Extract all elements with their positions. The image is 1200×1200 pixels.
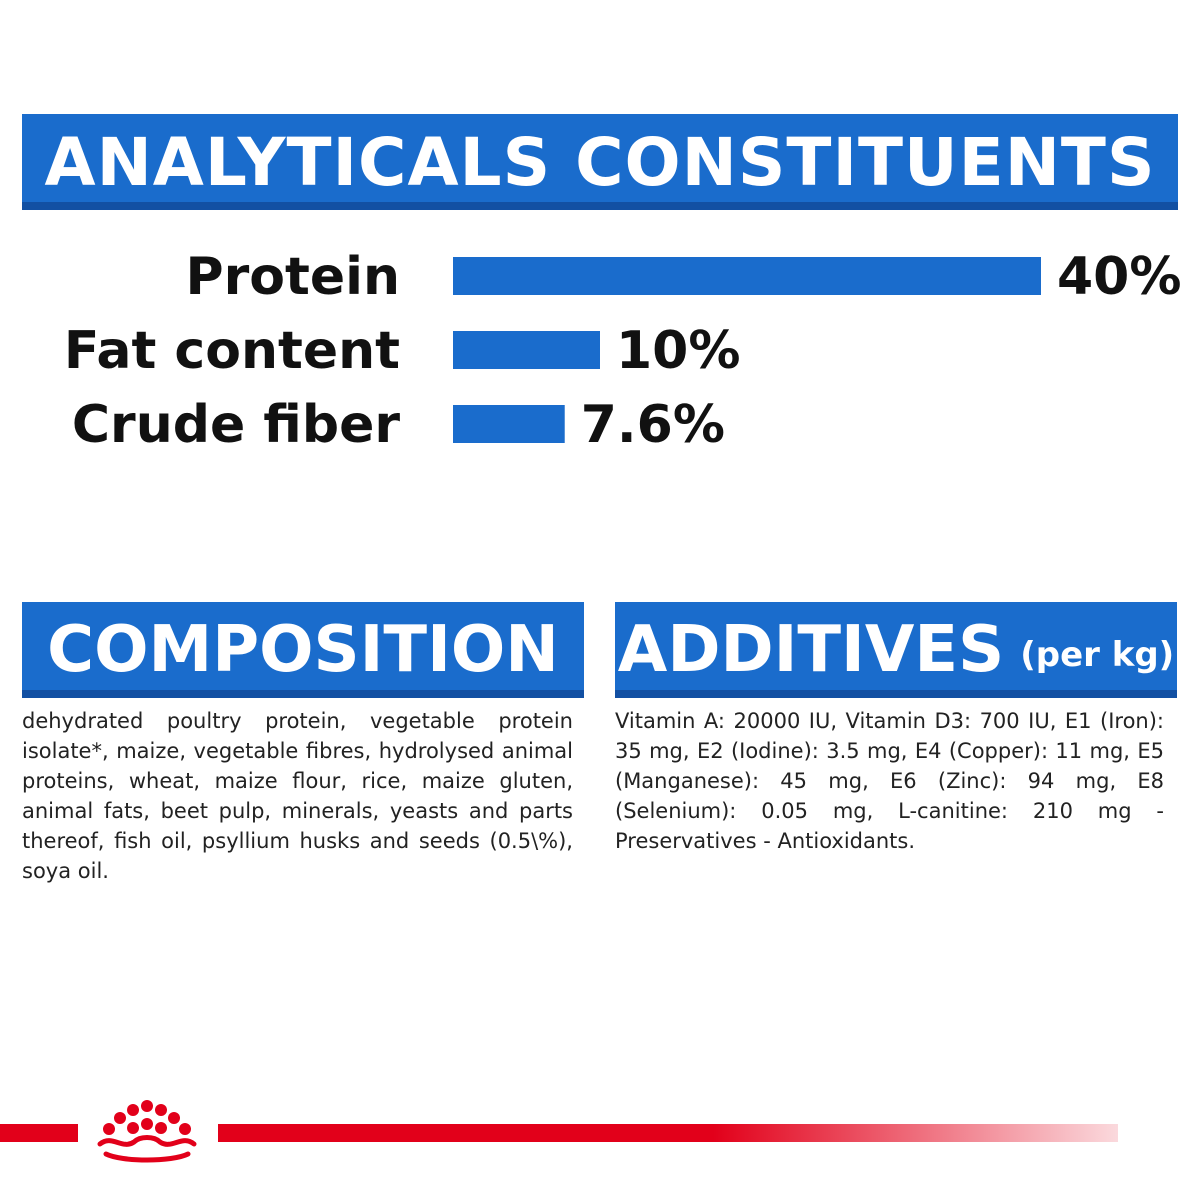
analytics-heading-banner: ANALYTICALS CONSTITUENTS xyxy=(22,114,1178,210)
banner-shadow xyxy=(22,202,1178,210)
value-label: 40% xyxy=(1057,247,1181,307)
additives-text: Vitamin A: 20000 IU, Vitamin D3: 700 IU,… xyxy=(615,709,1164,853)
bar xyxy=(453,405,565,443)
bar xyxy=(453,331,600,369)
category-label: Fat content xyxy=(64,321,400,381)
analytics-heading: ANALYTICALS CONSTITUENTS xyxy=(44,123,1156,201)
value-label: 10% xyxy=(616,321,740,381)
footer-red-line-left xyxy=(0,1124,78,1142)
additives-heading-banner: ADDITIVES (per kg) xyxy=(615,602,1177,698)
category-label: Protein xyxy=(186,247,400,307)
composition-heading-banner: COMPOSITION xyxy=(22,602,584,698)
additives-unit: (per kg) xyxy=(1020,635,1175,675)
additives-heading: ADDITIVES xyxy=(617,613,1005,687)
footer-red-line-right xyxy=(218,1124,1118,1142)
banner-shadow xyxy=(615,690,1177,698)
category-label: Crude fiber xyxy=(72,395,400,455)
royal-canin-crown-icon xyxy=(97,1100,197,1163)
value-label: 7.6% xyxy=(581,395,725,455)
bar xyxy=(453,257,1041,295)
banner-shadow xyxy=(22,690,584,698)
analytics-bar-chart: Protein 40% Fat content 10% Crude fiber 7.6% xyxy=(64,247,1182,455)
composition-text: dehydrated poultry protein, vegetable pr… xyxy=(22,709,573,883)
composition-heading: COMPOSITION xyxy=(47,613,559,687)
